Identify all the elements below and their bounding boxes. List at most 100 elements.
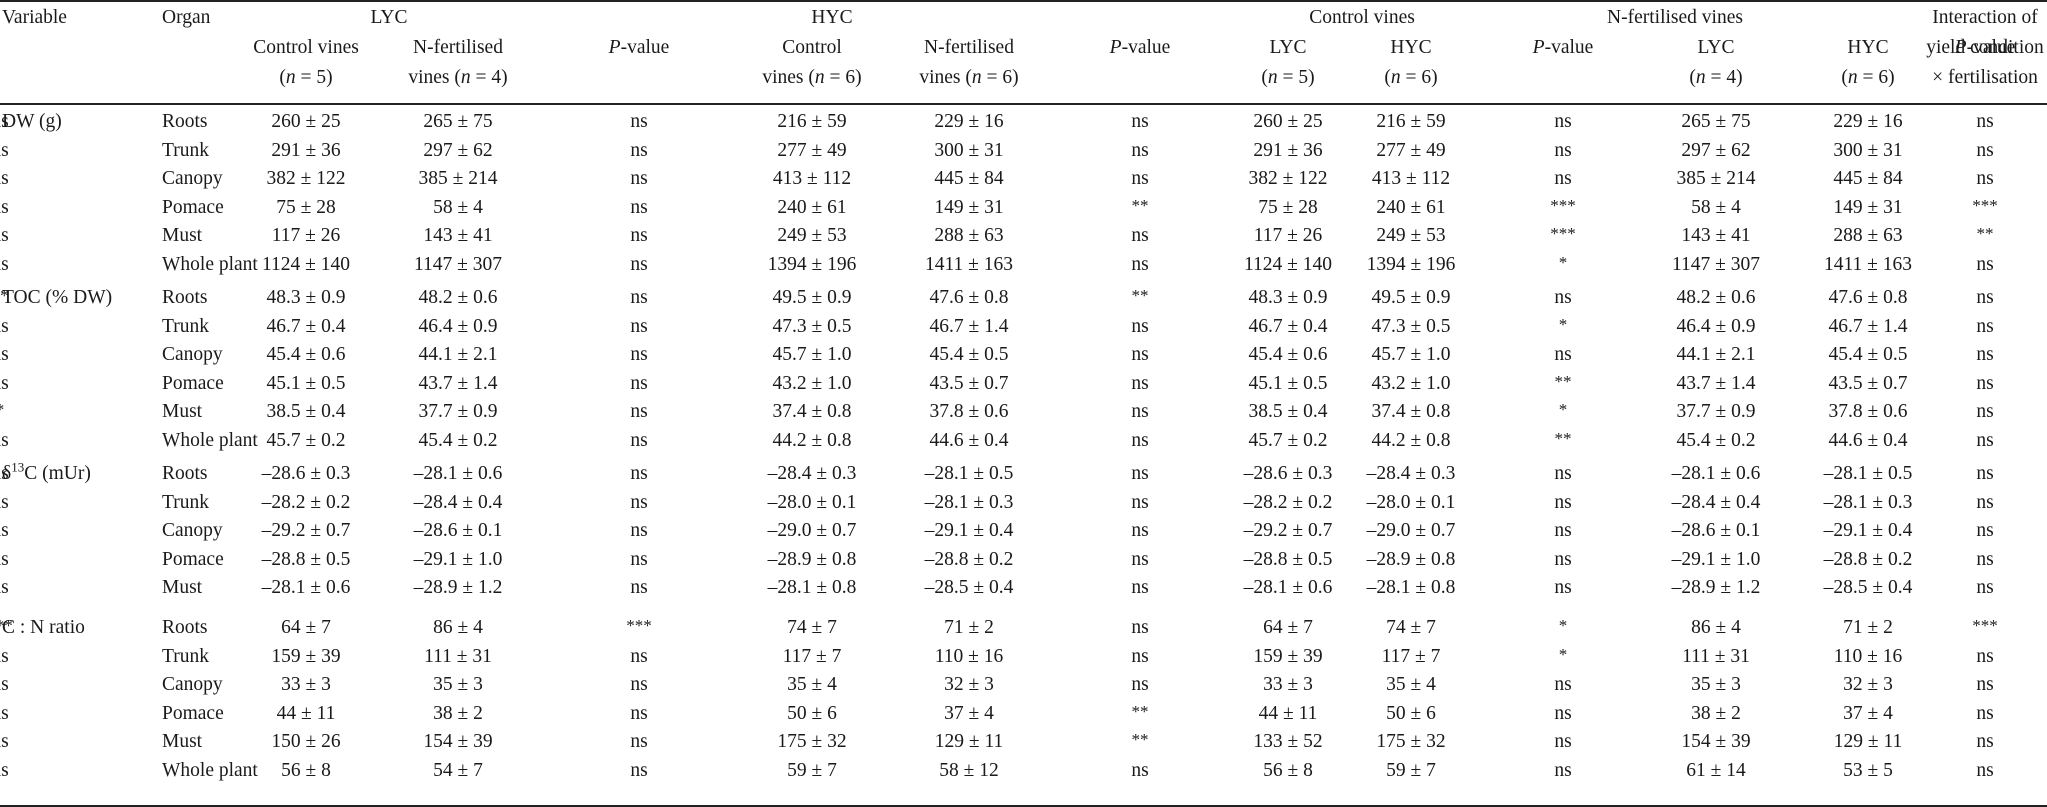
table-cell: **: [1554, 371, 1572, 391]
table-cell: 49.5 ± 0.9: [1371, 287, 1451, 308]
table-cell: –29.1 ± 1.0: [1671, 548, 1761, 570]
table-cell: 297 ± 62: [423, 139, 493, 161]
table-cell: 35 ± 4: [1386, 674, 1436, 695]
table-cell: –28.1 ± 0.6: [261, 577, 351, 598]
table-cell: 75 ± 28: [1258, 196, 1318, 218]
table-cell: 45.4 ± 0.6: [1248, 344, 1328, 365]
table-cell: 154 ± 39: [1681, 731, 1751, 752]
table-cell: ns: [630, 111, 648, 132]
table-cell: –28.2 ± 0.2: [1243, 491, 1333, 513]
table-cell: ns: [1554, 139, 1572, 161]
table-cell: ns: [0, 645, 9, 667]
table-cell: –28.6 ± 0.1: [413, 520, 503, 541]
table-cell: 117 ± 26: [1253, 225, 1323, 246]
table-cell: 1411 ± 163: [925, 253, 1013, 275]
table-cell: *: [1558, 314, 1568, 334]
table-cell: 216 ± 59: [777, 111, 847, 132]
table-cell: 58 ± 4: [1691, 196, 1741, 218]
table-cell: ns: [0, 702, 9, 724]
table-cell: 71 ± 2: [944, 617, 994, 638]
table-cell: –28.1 ± 0.3: [1823, 491, 1913, 513]
table-cell: ns: [1554, 111, 1572, 132]
table-cell: **: [1131, 286, 1149, 305]
table-cell: ns: [1131, 617, 1149, 638]
table-cell: –28.0 ± 0.1: [767, 491, 857, 513]
table-cell: 35 ± 3: [1691, 674, 1741, 695]
table-cell: ns: [1131, 645, 1149, 667]
header-interaction-line1: Interaction of: [1932, 7, 2038, 28]
table-cell: ns: [630, 315, 648, 337]
table-cell: 74 ± 7: [1386, 617, 1436, 638]
table-cell: 159 ± 39: [271, 645, 341, 667]
organ-cell: Roots: [162, 287, 208, 308]
table-cell: ns: [1554, 731, 1572, 752]
table-cell: ns: [1131, 372, 1149, 394]
table-cell: 240 ± 61: [1376, 196, 1446, 218]
table-cell: –28.8 ± 0.5: [1243, 548, 1333, 570]
table-cell: ns: [1554, 702, 1572, 724]
table-cell: 44.1 ± 2.1: [1676, 344, 1756, 365]
table-cell: 56 ± 8: [1263, 759, 1313, 781]
table-cell: 45.7 ± 1.0: [772, 344, 852, 365]
table-cell: 46.7 ± 0.4: [1248, 315, 1328, 337]
header-rule: [0, 103, 2047, 105]
table-cell: 58 ± 12: [939, 759, 999, 781]
organ-cell: Must: [162, 225, 203, 246]
table-cell: 45.7 ± 0.2: [1248, 429, 1328, 451]
table-cell: ns: [1554, 344, 1572, 365]
table-cell: ***: [1972, 616, 1998, 635]
table-cell: 43.7 ± 1.4: [1676, 372, 1756, 394]
table-cell: ns: [1976, 168, 1994, 189]
table-cell: 154 ± 39: [423, 731, 493, 752]
table-cell: 46.7 ± 0.4: [266, 315, 346, 337]
table-cell: 382 ± 122: [1248, 168, 1328, 189]
table-cell: 45.7 ± 1.0: [1371, 344, 1451, 365]
organ-cell: Roots: [162, 463, 208, 484]
table-cell: ns: [1976, 577, 1994, 598]
organ-cell: Must: [162, 577, 203, 598]
section-variable-1: DW (g): [2, 111, 62, 132]
table-cell: 260 ± 25: [1253, 111, 1323, 132]
table-cell: –28.9 ± 0.8: [1366, 548, 1456, 570]
table-cell: 46.7 ± 1.4: [1828, 315, 1908, 337]
table-cell: ns: [0, 111, 9, 132]
table-cell: 44 ± 11: [1258, 702, 1318, 724]
section-variable-4: C : N ratio: [2, 617, 85, 638]
table-cell: 53 ± 5: [1843, 759, 1893, 781]
table-cell: –28.1 ± 0.6: [413, 463, 503, 484]
table-cell: 229 ± 16: [1833, 111, 1903, 132]
table-cell: ns: [1976, 759, 1994, 781]
table-cell: ***: [1550, 224, 1576, 243]
table-cell: 38 ± 2: [433, 702, 483, 724]
organ-cell: Must: [162, 401, 203, 422]
table-cell: 58 ± 4: [433, 196, 483, 218]
table-cell: –28.9 ± 0.8: [767, 548, 857, 570]
table-cell: ns: [0, 225, 9, 246]
table-cell: –28.4 ± 0.4: [413, 491, 503, 513]
organ-cell: Whole plant: [162, 759, 258, 781]
table-cell: 61 ± 14: [1686, 759, 1746, 781]
table-cell: ns: [630, 139, 648, 161]
table-cell: 265 ± 75: [423, 111, 493, 132]
header-col-11-line1: LYC: [1697, 37, 1735, 58]
table-cell: –28.8 ± 0.5: [261, 548, 351, 570]
table-cell: ns: [0, 520, 9, 541]
organ-cell: Trunk: [162, 645, 209, 667]
table-cell: ns: [630, 520, 648, 541]
table-cell: –29.2 ± 0.7: [1243, 520, 1333, 541]
table-cell: ns: [630, 645, 648, 667]
table-cell: ns: [1976, 253, 1994, 275]
table-cell: *: [0, 399, 4, 421]
table-cell: 37.8 ± 0.6: [1828, 401, 1908, 422]
table-cell: 129 ± 11: [934, 731, 1004, 752]
table-cell: 413 ± 112: [1371, 168, 1451, 189]
table-cell: –28.6 ± 0.3: [1243, 463, 1333, 484]
table-cell: 47.6 ± 0.8: [929, 287, 1009, 308]
table-cell: 48.2 ± 0.6: [418, 287, 498, 308]
table-cell: 159 ± 39: [1253, 645, 1323, 667]
organ-cell: Canopy: [162, 520, 223, 541]
table-cell: ***: [626, 616, 652, 635]
table-cell: 150 ± 26: [271, 731, 341, 752]
table-cell: 149 ± 31: [934, 196, 1004, 218]
header-col-3-line1: N-fertilised: [413, 37, 503, 58]
